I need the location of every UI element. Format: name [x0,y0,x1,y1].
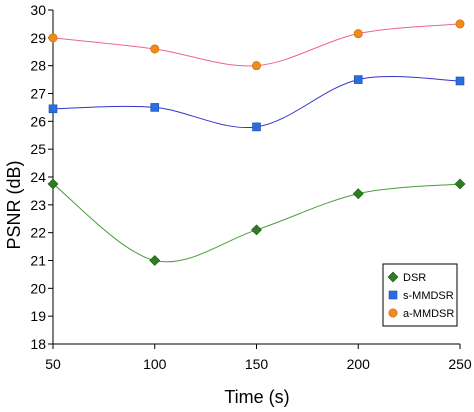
y-tick-label: 23 [30,197,46,213]
a-mmdsr-line [52,23,461,67]
s-mmdsr-point [252,122,261,132]
a-mmdsr-point [48,33,58,43]
y-tick-label: 24 [30,169,46,185]
dsr-point [251,224,262,236]
a-mmdsr-point [150,44,160,54]
dsr-point [47,178,59,190]
y-tick-label: 30 [30,2,46,18]
y-tick-label: 22 [30,225,46,241]
legend-a-mmdsr-point [388,308,398,318]
a-mmdsr-point [252,61,262,71]
y-tick-label: 21 [30,253,46,269]
s-mmdsr-point [48,104,58,114]
legend-label-s-mmdsr: s-MMDSR [403,290,454,302]
y-tick-label: 29 [30,30,46,46]
dsr-point [149,255,161,266]
legend-label-a-mmdsr: a-MMDSR [403,308,454,320]
s-mmdsr-line [52,75,461,129]
x-tick-label: 200 [347,356,371,372]
x-tick-label: 150 [245,356,269,372]
y-axis-title: PSNR (dB) [4,160,24,249]
x-axis-title: Time (s) [224,387,289,407]
dsr-line [52,183,461,263]
a-mmdsr-point [455,19,465,29]
x-tick-label: 100 [143,356,167,372]
legend-label-dsr: DSR [403,272,426,284]
s-mmdsr-point [353,75,363,84]
y-tick-label: 20 [30,280,46,296]
x-tick-label: 50 [45,356,61,372]
y-tick-label: 19 [30,308,46,324]
y-tick-label: 18 [30,336,46,352]
dsr-point [352,188,364,200]
dsr-point [454,178,466,190]
legend-dsr-point [387,271,399,283]
y-tick-label: 28 [30,58,46,74]
y-tick-label: 27 [30,86,46,102]
s-mmdsr-point [455,76,465,86]
y-tick-label: 26 [30,113,46,129]
a-mmdsr-point [353,29,363,39]
legend-s-mmdsr-point [388,290,398,300]
x-tick-label: 250 [448,356,472,372]
y-tick-label: 25 [30,141,46,157]
s-mmdsr-point [150,103,160,112]
